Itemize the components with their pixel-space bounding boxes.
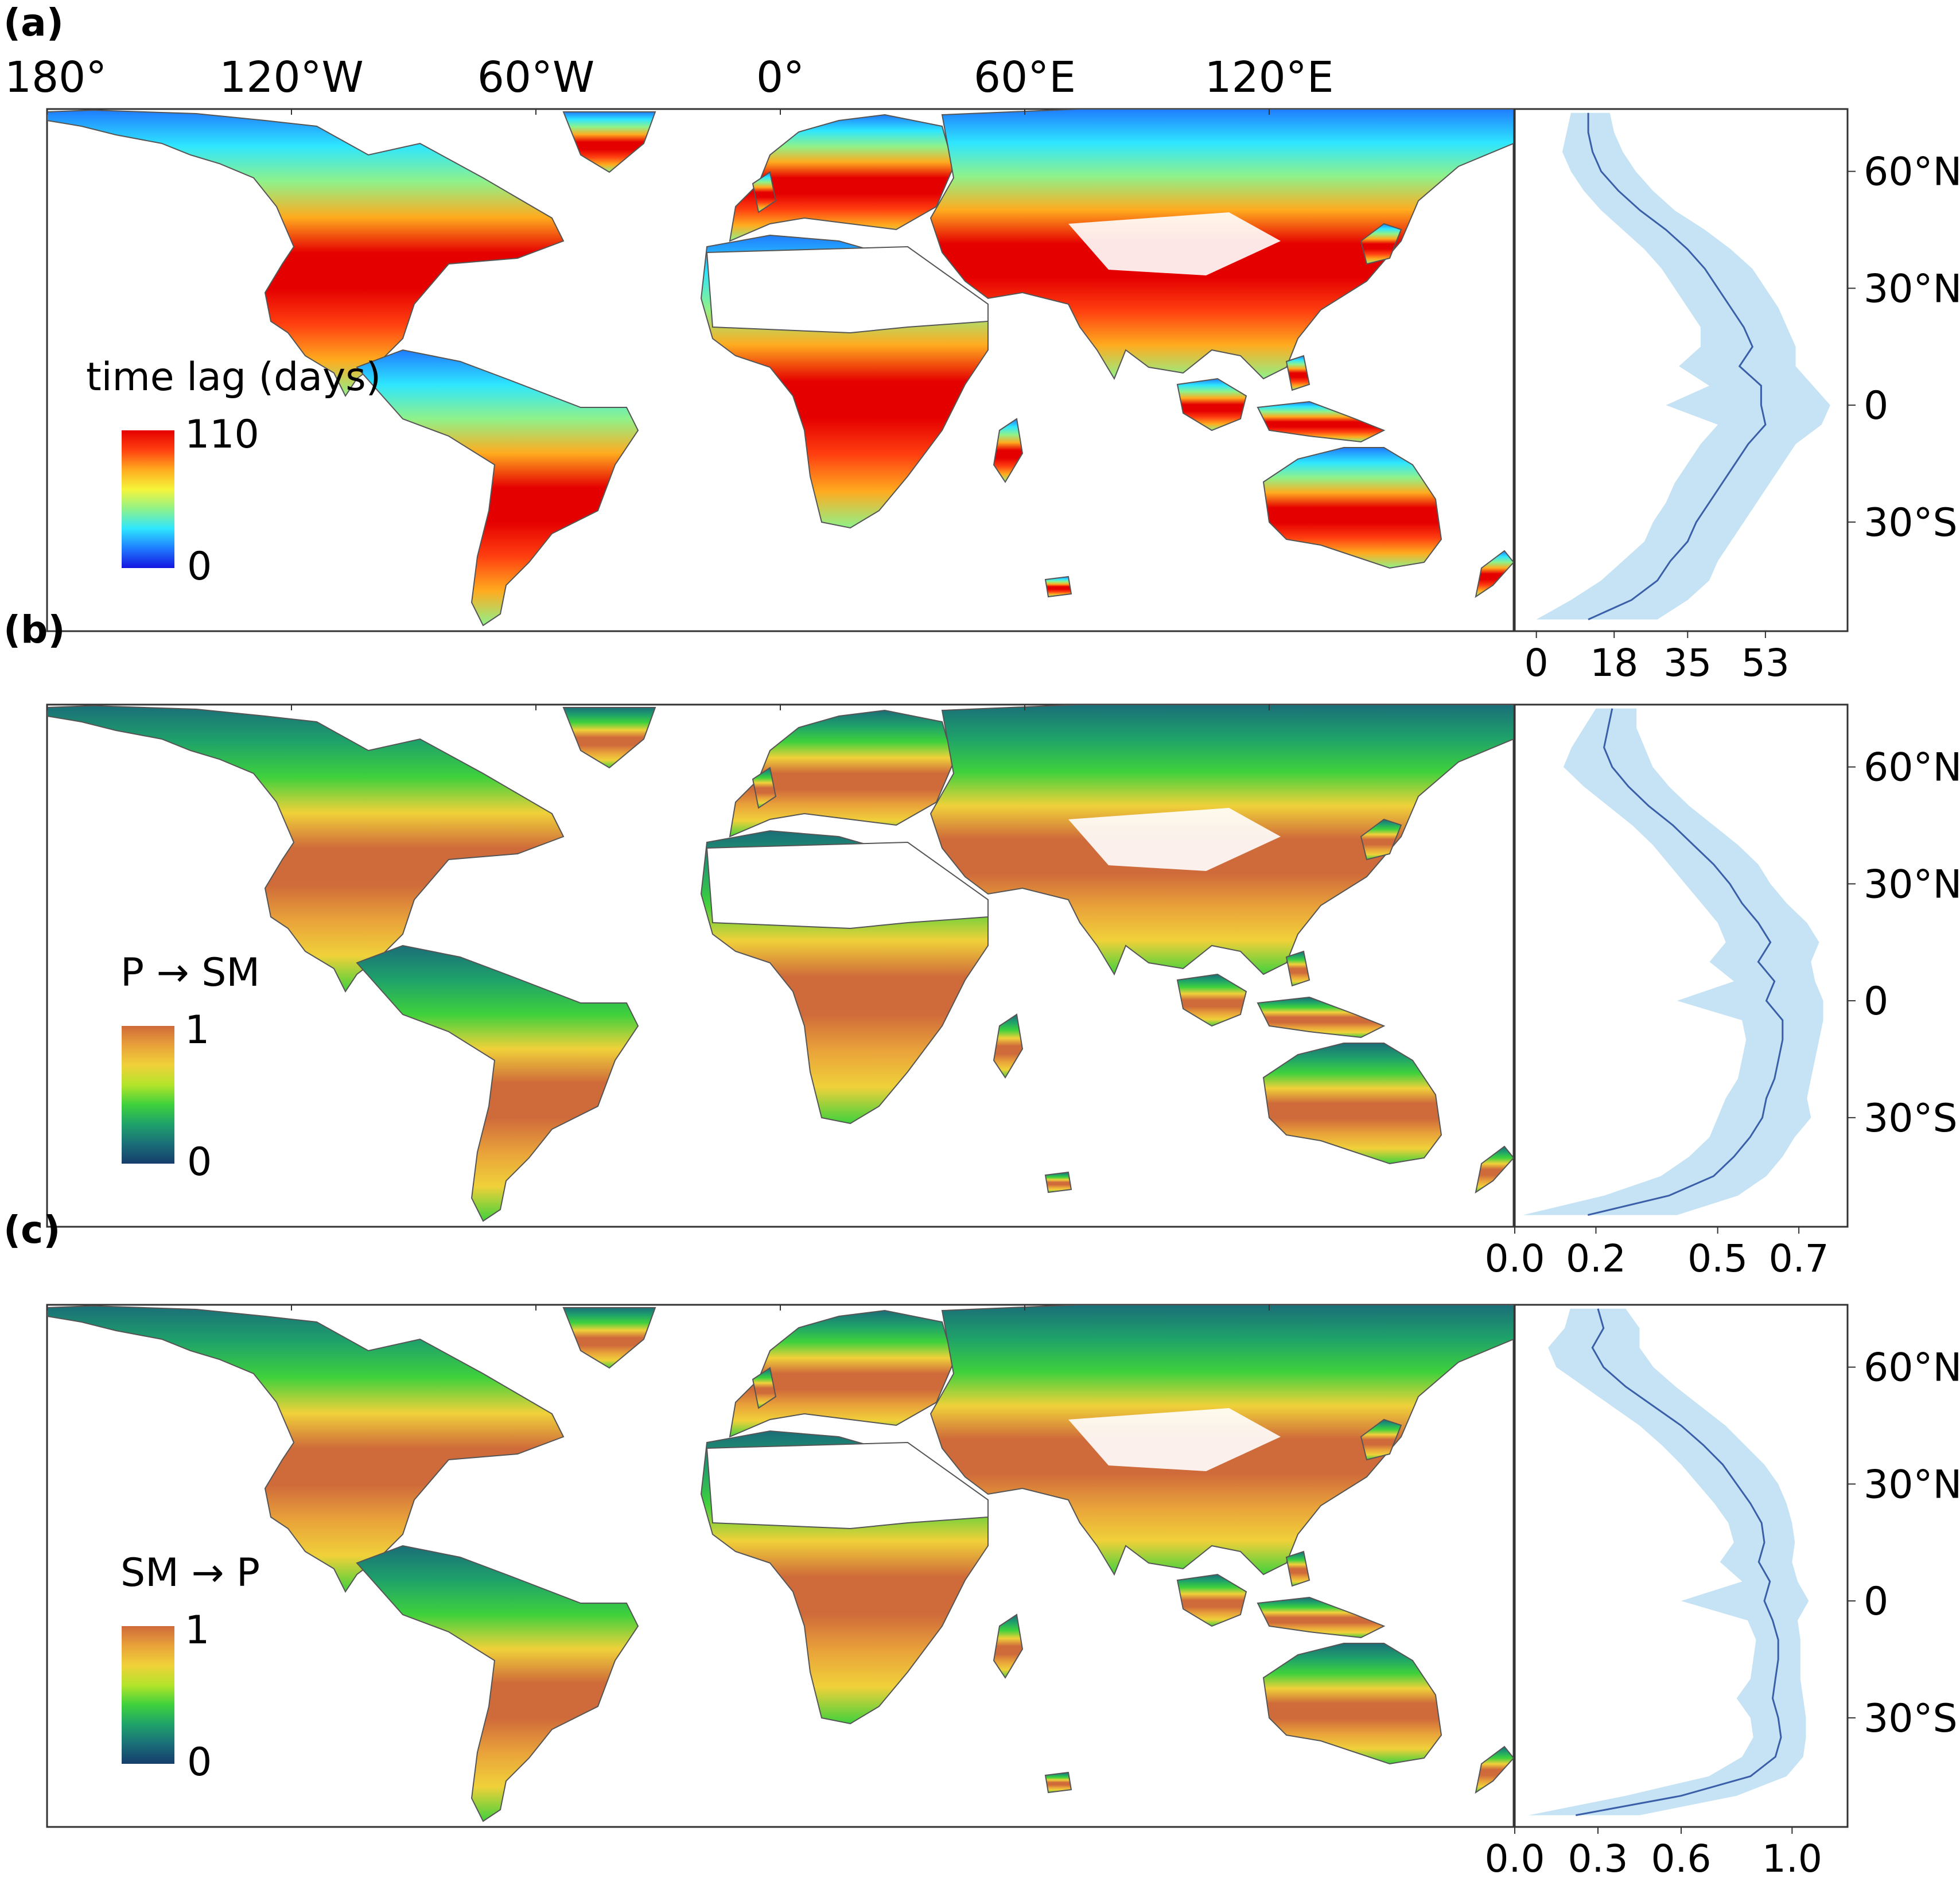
latitude-tick-label: 60°N — [1864, 150, 1960, 195]
longitude-labels: 180° 120°W 60°W 0° 60°E 120°E — [5, 53, 1334, 102]
latitude-tick-label: 60°N — [1864, 745, 1960, 791]
panels-layer: 180° 120°W 60°W 0° 60°E 120°E (a) time lag (day… — [3, 1, 1960, 1878]
longitude-tick-label: 60°E — [974, 53, 1076, 102]
longitude-tick-label: 180° — [5, 53, 107, 102]
colorbar — [122, 430, 174, 568]
profile-x-tick-label: 53 — [1741, 641, 1790, 685]
panel-c: (c) SM → P 1 0 0.0 0.3 0.6 1.0 60°N 30°N 0 30°S — [3, 1208, 1960, 1878]
profile-uncertainty-band — [1523, 708, 1823, 1215]
latitude-tick-label: 30°S — [1864, 1096, 1958, 1141]
colorbar — [122, 1026, 174, 1164]
latitude-tick-label: 0 — [1864, 1579, 1888, 1624]
profile-x-tick-label: 18 — [1590, 641, 1638, 685]
latitude-labels: 60°N 30°N 0 30°S — [1848, 1346, 1960, 1741]
desert-mask — [706, 1441, 989, 1530]
latitude-profile: 0.0 0.3 0.6 1.0 — [1485, 1304, 1849, 1878]
profile-mean-line — [1587, 112, 1767, 620]
longitude-tick-label: 120°E — [1205, 53, 1334, 102]
profile-uncertainty-band — [1536, 112, 1830, 620]
profile-mean-line — [1587, 708, 1784, 1216]
profile-mean-line — [1576, 1308, 1782, 1817]
latitude-tick-label: 30°N — [1864, 1462, 1960, 1507]
longitude-tick-label: 0° — [756, 53, 804, 102]
latitude-tick-label: 60°N — [1864, 1346, 1960, 1391]
panel-label: (c) — [3, 1208, 60, 1252]
colorbar-max-label: 110 — [185, 412, 259, 457]
colorbar-legend: SM → P 1 0 — [120, 1550, 260, 1785]
desert-mask — [1068, 808, 1281, 871]
desert-mask — [1068, 1408, 1281, 1471]
legend-title: time lag (days) — [86, 355, 381, 400]
profile-uncertainty-band — [1529, 1308, 1809, 1815]
panel-a: (a) time lag (days) 110 0 0 18 35 53 60°N 30°N 0 30… — [3, 1, 1960, 685]
colorbar-min-label: 0 — [187, 544, 212, 589]
profile-x-tick-label: 0 — [1525, 641, 1549, 685]
legend-title: P → SM — [120, 950, 260, 996]
colorbar-min-label: 0 — [187, 1140, 212, 1185]
longitude-tick-label: 120°W — [219, 53, 363, 102]
colorbar-legend: time lag (days) 110 0 — [86, 355, 381, 589]
latitude-labels: 60°N 30°N 0 30°S — [1848, 745, 1960, 1141]
profile-x-tick-label: 0.3 — [1568, 1837, 1628, 1878]
profile-x-tick-label: 0.0 — [1485, 1837, 1545, 1878]
colorbar-max-label: 1 — [185, 1608, 209, 1653]
latitude-tick-label: 30°N — [1864, 862, 1960, 907]
panel-b: (b) P → SM 1 0 0.0 0.2 0.5 0.7 60°N 30°N 0 30°S — [3, 608, 1960, 1281]
latitude-tick-label: 0 — [1864, 979, 1888, 1024]
colorbar-min-label: 0 — [187, 1740, 212, 1785]
latitude-tick-label: 30°S — [1864, 1696, 1958, 1741]
colorbar-max-label: 1 — [185, 1008, 209, 1053]
profile-x-tick-label: 0.5 — [1687, 1237, 1748, 1281]
desert-mask — [706, 246, 989, 334]
profile-x-tick-label: 1.0 — [1762, 1837, 1822, 1878]
latitude-profile: 0.0 0.2 0.5 0.7 — [1485, 703, 1849, 1281]
colorbar — [122, 1626, 174, 1764]
colorbar-legend: P → SM 1 0 — [120, 950, 260, 1185]
profile-x-tick-label: 0.0 — [1485, 1237, 1545, 1281]
latitude-tick-label: 30°S — [1864, 500, 1958, 546]
desert-mask — [706, 841, 989, 930]
latitude-labels: 60°N 30°N 0 30°S — [1848, 150, 1960, 546]
latitude-tick-label: 30°N — [1864, 266, 1960, 312]
desert-mask — [1068, 212, 1281, 275]
profile-x-tick-label: 0.2 — [1566, 1237, 1626, 1281]
profile-x-tick-label: 0.7 — [1769, 1237, 1829, 1281]
legend-title: SM → P — [120, 1550, 260, 1596]
panel-label: (b) — [3, 608, 65, 652]
latitude-profile: 0 18 35 53 — [1514, 108, 1849, 685]
panel-label: (a) — [3, 1, 64, 45]
profile-x-tick-label: 35 — [1663, 641, 1712, 685]
latitude-tick-label: 0 — [1864, 383, 1888, 429]
profile-x-tick-label: 0.6 — [1651, 1837, 1712, 1878]
longitude-tick-label: 60°W — [477, 53, 594, 102]
